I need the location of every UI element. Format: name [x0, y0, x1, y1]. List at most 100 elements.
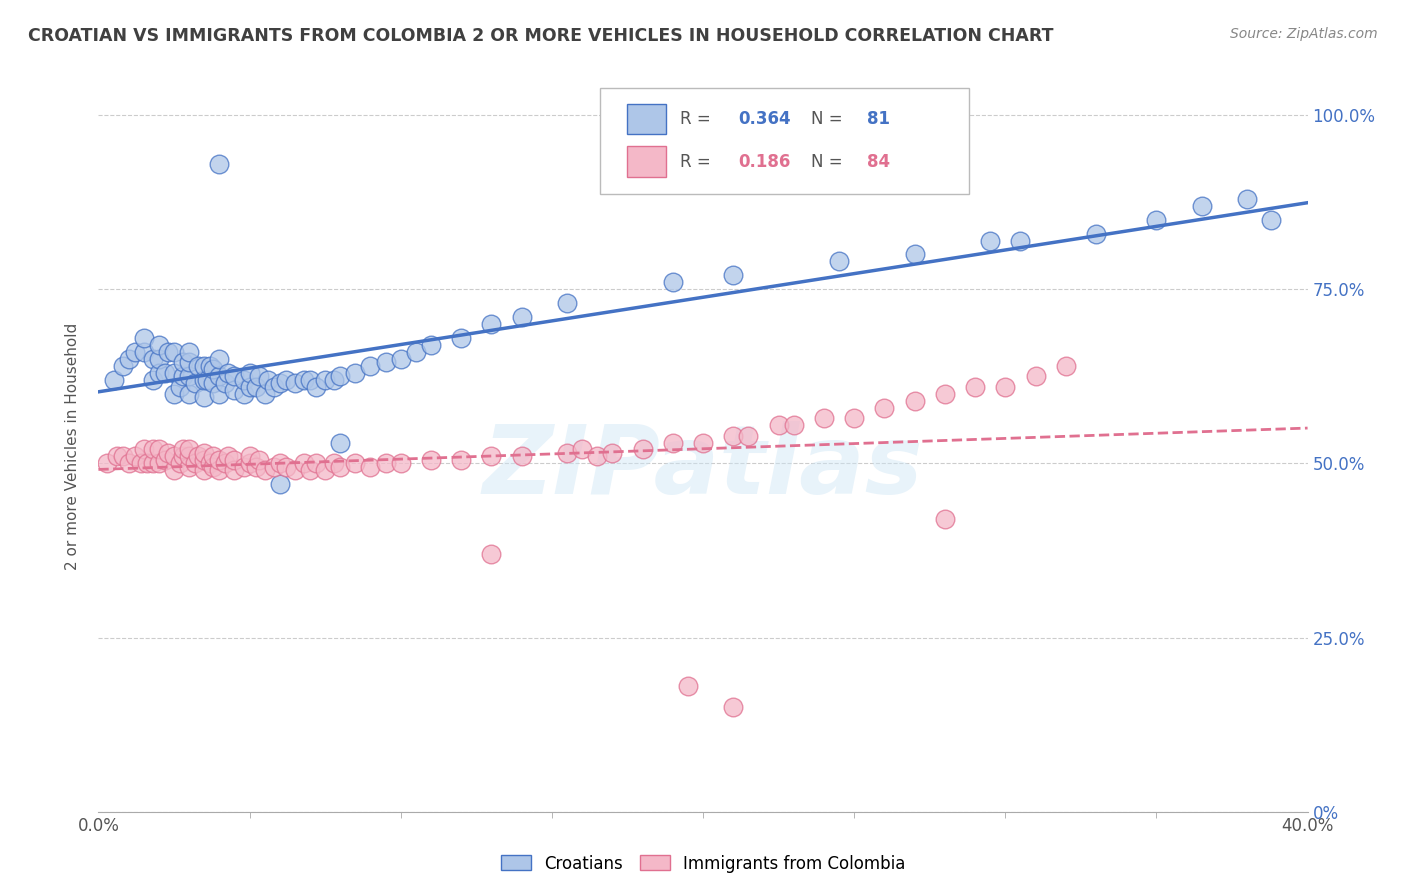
- Point: [269, 477, 291, 491]
- Point: [245, 459, 267, 474]
- Text: 81: 81: [868, 110, 890, 128]
- Point: [239, 380, 262, 394]
- Point: [111, 359, 134, 373]
- Point: [224, 369, 246, 384]
- Point: [172, 450, 194, 464]
- Point: [163, 463, 186, 477]
- Point: [323, 457, 346, 471]
- Point: [179, 345, 201, 359]
- Point: [214, 457, 236, 471]
- Point: [873, 401, 896, 415]
- FancyBboxPatch shape: [600, 87, 969, 194]
- Point: [172, 369, 194, 384]
- Point: [156, 345, 179, 359]
- Point: [224, 384, 246, 398]
- Point: [481, 450, 503, 464]
- Point: [420, 338, 443, 352]
- Point: [813, 411, 835, 425]
- Point: [224, 463, 246, 477]
- Point: [187, 359, 209, 373]
- Point: [232, 373, 254, 387]
- Point: [274, 459, 297, 474]
- Point: [179, 386, 201, 401]
- Point: [661, 275, 683, 289]
- Point: [232, 459, 254, 474]
- Point: [193, 463, 215, 477]
- Point: [481, 547, 503, 561]
- Point: [129, 457, 152, 471]
- Point: [292, 457, 315, 471]
- Point: [979, 234, 1001, 248]
- Point: [179, 369, 201, 384]
- FancyBboxPatch shape: [627, 146, 665, 178]
- Point: [844, 411, 866, 425]
- Point: [124, 450, 146, 464]
- Point: [768, 418, 790, 433]
- Point: [208, 386, 231, 401]
- Point: [245, 380, 267, 394]
- Point: [247, 453, 270, 467]
- Point: [148, 338, 170, 352]
- Point: [239, 450, 262, 464]
- Point: [172, 355, 194, 369]
- Point: [329, 435, 352, 450]
- Text: 84: 84: [868, 153, 890, 171]
- Point: [299, 463, 322, 477]
- Point: [904, 247, 927, 261]
- Point: [389, 351, 412, 366]
- Point: [142, 457, 165, 471]
- Point: [200, 359, 222, 373]
- Text: R =: R =: [681, 153, 716, 171]
- Point: [631, 442, 654, 457]
- Point: [202, 450, 225, 464]
- Point: [329, 369, 352, 384]
- Point: [965, 380, 987, 394]
- FancyBboxPatch shape: [627, 103, 665, 134]
- Point: [247, 369, 270, 384]
- Point: [555, 446, 578, 460]
- Point: [142, 442, 165, 457]
- Point: [904, 393, 927, 408]
- Point: [193, 446, 215, 460]
- Point: [208, 463, 231, 477]
- Point: [1085, 227, 1108, 241]
- Point: [253, 386, 276, 401]
- Point: [200, 457, 222, 471]
- Point: [420, 453, 443, 467]
- Point: [172, 442, 194, 457]
- Point: [239, 366, 262, 380]
- Point: [586, 450, 609, 464]
- Point: [602, 446, 624, 460]
- Point: [193, 359, 215, 373]
- Point: [118, 457, 141, 471]
- Point: [269, 376, 291, 391]
- Point: [217, 450, 239, 464]
- Point: [284, 463, 307, 477]
- Point: [723, 700, 745, 714]
- Point: [389, 457, 412, 471]
- Point: [269, 457, 291, 471]
- Point: [692, 435, 714, 450]
- Point: [148, 457, 170, 471]
- Point: [156, 446, 179, 460]
- Point: [1024, 369, 1046, 384]
- Point: [193, 390, 215, 404]
- Point: [118, 351, 141, 366]
- Point: [723, 428, 745, 442]
- Point: [195, 373, 218, 387]
- Text: 0.364: 0.364: [738, 110, 790, 128]
- Text: Source: ZipAtlas.com: Source: ZipAtlas.com: [1230, 27, 1378, 41]
- Point: [305, 380, 328, 394]
- Point: [571, 442, 593, 457]
- Point: [163, 386, 186, 401]
- Point: [208, 369, 231, 384]
- Point: [193, 453, 215, 467]
- Point: [179, 355, 201, 369]
- Point: [142, 351, 165, 366]
- Point: [214, 376, 236, 391]
- Point: [274, 373, 297, 387]
- Legend: Croatians, Immigrants from Colombia: Croatians, Immigrants from Colombia: [494, 848, 912, 880]
- Point: [555, 296, 578, 310]
- Point: [142, 373, 165, 387]
- Point: [111, 450, 134, 464]
